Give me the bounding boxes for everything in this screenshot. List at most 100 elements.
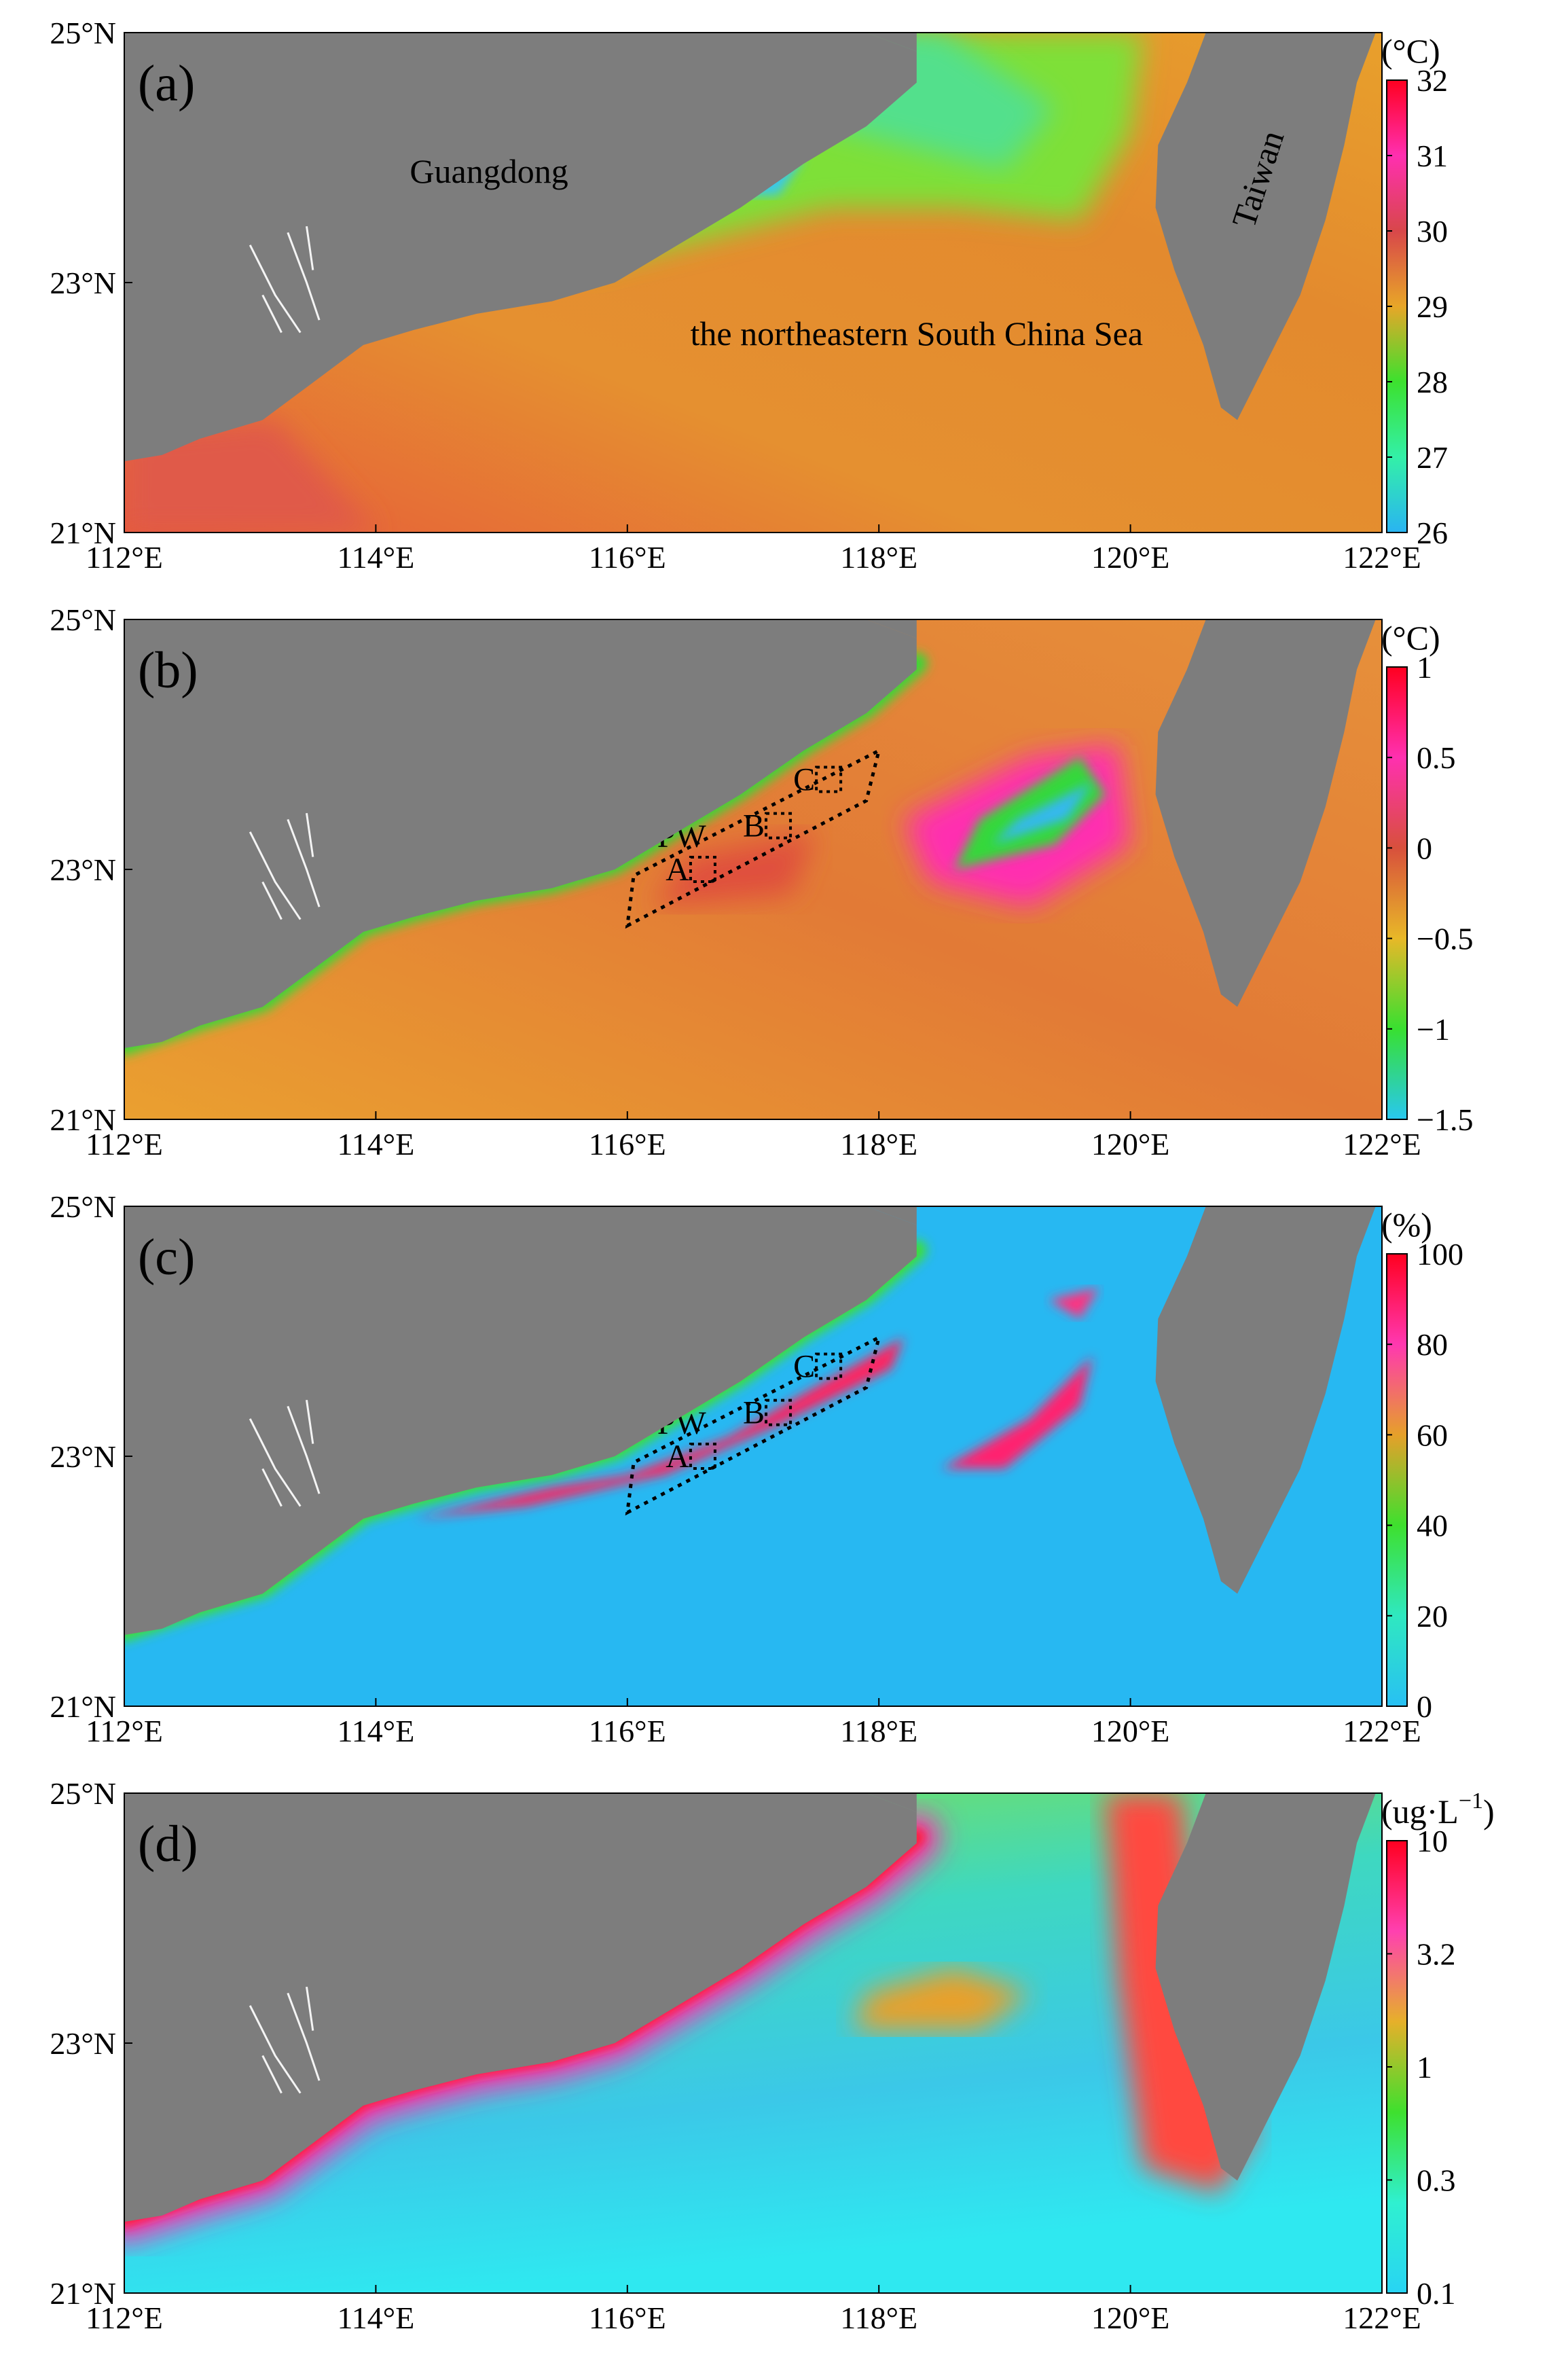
mainland-land (124, 619, 917, 1049)
colorbar-tick-label: 28 (1417, 365, 1448, 399)
river-strand (306, 226, 314, 270)
panel-label: (c) (138, 1229, 195, 1286)
x-tick-label: 118°E (840, 1127, 917, 1161)
map-area (124, 1793, 1382, 2293)
river-strand (287, 1992, 321, 2081)
fujian-land (866, 1206, 917, 1225)
river-strand (287, 232, 321, 321)
colorbar-tick-label: 80 (1417, 1327, 1448, 1362)
x-tick-label: 120°E (1091, 1714, 1170, 1748)
sub-box-label: A (666, 852, 689, 888)
x-tick-label: 120°E (1091, 540, 1170, 575)
y-tick-label: 23°N (50, 1439, 116, 1474)
fujian-land (866, 619, 917, 638)
panel-b: ABCUPW112°E114°E116°E118°E120°E122°E21°N… (50, 602, 1473, 1161)
colorbar-tick-label: 10 (1417, 1824, 1448, 1858)
colorbar-tick-label: −1.5 (1417, 1102, 1473, 1137)
fujian-land (866, 1793, 917, 1812)
x-tick-label: 116°E (589, 540, 666, 575)
colorbar-tick-label: 0 (1417, 831, 1432, 865)
y-tick-label: 21°N (50, 1102, 116, 1137)
colorbar-tick-label: 0 (1417, 1689, 1432, 1724)
colorbar-tick-label: 30 (1417, 214, 1448, 249)
panel-label: (b) (138, 642, 198, 699)
offshore-warm (652, 831, 816, 907)
x-tick-label: 116°E (589, 1714, 666, 1748)
colorbar-unit: (%) (1381, 1206, 1432, 1244)
x-tick-label: 114°E (338, 1127, 415, 1161)
offshore-bloom (854, 1968, 1030, 2031)
colorbar-tick-label: 29 (1417, 289, 1448, 324)
sub-box-b (765, 812, 793, 840)
colorbar-tick-label: 0.1 (1417, 2276, 1456, 2311)
cold-core (991, 782, 1093, 845)
x-tick-label: 116°E (589, 1127, 666, 1161)
x-tick-label: 118°E (840, 540, 917, 575)
taiwan-land (1155, 1793, 1376, 2181)
sub-box-c (815, 1352, 843, 1380)
river-strand (287, 1405, 321, 1494)
colorbar-tick-label: 20 (1417, 1599, 1448, 1634)
colorbar-tick-label: −1 (1417, 1012, 1450, 1047)
sub-box-c (815, 765, 843, 793)
y-tick-label: 25°N (50, 16, 116, 50)
x-tick-label: 120°E (1091, 2301, 1170, 2335)
colorbar-tick-label: 60 (1417, 1418, 1448, 1452)
taiwan-land (1155, 1206, 1376, 1594)
sub-box-label: C (793, 762, 815, 798)
colorbar-tick-label: 0.3 (1417, 2163, 1456, 2198)
taiwan-land (1155, 619, 1376, 1007)
x-tick-label: 114°E (338, 2301, 415, 2335)
river-strand (306, 812, 314, 857)
colorbar-unit: (°C) (1381, 619, 1440, 657)
river-strand (249, 2005, 302, 2094)
x-tick-label: 120°E (1091, 1127, 1170, 1161)
fujian-land (866, 33, 917, 52)
colorbar-tick-label: 100 (1417, 1237, 1463, 1272)
colorbar-tick-label: 26 (1417, 516, 1448, 550)
river-strand (249, 831, 302, 920)
river-strand (261, 881, 283, 920)
x-tick-label: 122°E (1343, 540, 1421, 575)
x-tick-label: 114°E (338, 540, 415, 575)
colorbar-tick-label: 32 (1417, 63, 1448, 98)
panel-label: (a) (138, 55, 195, 112)
river-strand (306, 1986, 314, 2031)
colorbar-tick-label: 0.5 (1417, 740, 1456, 775)
mainland-land (124, 1206, 917, 1636)
y-tick-label: 25°N (50, 1189, 116, 1224)
sub-box-label: B (743, 808, 765, 844)
map-area: ABCUPW (124, 1206, 1382, 1706)
warm-southwest (124, 420, 376, 533)
x-tick-label: 112°E (86, 2301, 163, 2335)
panel-a: 112°E 114°E 116°E 118°E 120°E 122°E 21°N 23°N 25… (50, 16, 1448, 575)
unit-close: ) (1483, 1792, 1495, 1831)
y-tick-label: 25°N (50, 1776, 116, 1811)
y-tick-label: 23°N (50, 266, 116, 300)
x-tick-label: 114°E (338, 1714, 415, 1748)
x-tick-label: 118°E (840, 1714, 917, 1748)
x-tick-label: 122°E (1343, 2301, 1421, 2335)
y-tick-label: 21°N (50, 1689, 116, 1724)
x-tick-label: 112°E (86, 1127, 163, 1161)
y-tick-label: 23°N (50, 2026, 116, 2061)
colorbar-tick-label: 27 (1417, 440, 1448, 475)
place-label: the northeastern South China Sea (690, 314, 1143, 353)
sub-box-a (689, 1443, 716, 1470)
x-tick-label: 122°E (1343, 1127, 1421, 1161)
x-tick-label: 118°E (840, 2301, 917, 2335)
river-strand (261, 1468, 283, 1507)
colorbar (1386, 666, 1408, 1120)
x-tick-label: 112°E (86, 540, 163, 575)
panel-d: 112°E 114°E 116°E 118°E 120°E 122°E 21°N 23°N 25… (50, 1776, 1494, 2335)
y-tick-label: 21°N (50, 516, 116, 550)
colorbar-unit: (ug·L−1) (1381, 1788, 1495, 1831)
y-tick-label: 21°N (50, 2276, 116, 2311)
colorbar-tick-label: −0.5 (1417, 922, 1473, 956)
river-strand (287, 818, 321, 907)
place-label: Guangdong (409, 152, 568, 190)
y-tick-label: 23°N (50, 852, 116, 887)
river-strand (249, 245, 302, 333)
colorbar-tick-label: 1 (1417, 650, 1432, 685)
y-tick-label: 25°N (50, 602, 116, 637)
